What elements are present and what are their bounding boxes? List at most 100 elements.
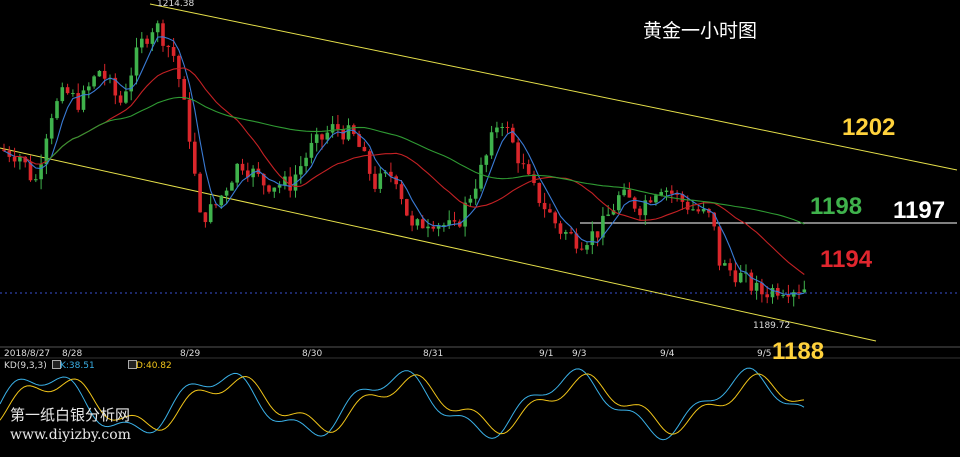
candle-body — [320, 134, 324, 140]
candle-body — [150, 32, 155, 44]
candle-body — [208, 204, 213, 223]
candle-body — [537, 182, 542, 203]
candle-body — [314, 134, 319, 143]
candle-body — [532, 174, 536, 183]
kd-d-line — [0, 373, 805, 435]
candle-body — [564, 232, 568, 234]
candle-body — [171, 47, 176, 56]
candle-body — [277, 185, 282, 188]
candle-body — [18, 156, 22, 162]
candle-body — [521, 163, 526, 165]
candle-body — [304, 157, 308, 167]
candle-body — [224, 190, 229, 196]
candle-body — [60, 87, 65, 102]
candle-body — [34, 179, 38, 181]
candle-body — [696, 209, 701, 212]
chart-title: 黄金一小时图 — [643, 20, 758, 42]
candle-body — [97, 70, 102, 77]
candle-body — [463, 202, 467, 227]
candle-body — [87, 86, 91, 91]
candle-body — [712, 212, 716, 227]
candle-body — [717, 226, 722, 266]
candle-body — [341, 129, 345, 140]
candle-body — [325, 132, 330, 140]
candle-body — [12, 156, 17, 162]
candle-body — [585, 245, 589, 250]
candle-body — [65, 87, 70, 94]
candle-body — [155, 23, 160, 33]
candle-body — [177, 55, 181, 79]
candle-body — [611, 210, 616, 215]
candle-body — [744, 272, 748, 274]
candle-body — [670, 190, 674, 194]
candle-body — [685, 201, 690, 210]
date-tick-6: 9/3 — [572, 349, 587, 359]
candle-body — [558, 223, 563, 234]
candle-body — [124, 91, 128, 103]
candle-body — [367, 151, 372, 174]
date-tick-7: 9/4 — [660, 349, 675, 359]
candle-body — [516, 142, 520, 164]
candle-body — [44, 138, 49, 165]
candle-body — [760, 282, 764, 295]
candle-body — [399, 184, 404, 200]
candle-body — [638, 208, 642, 216]
candle-body — [654, 195, 658, 203]
candle-body — [664, 190, 669, 193]
candle-body — [187, 99, 192, 142]
candle-body — [352, 125, 356, 135]
candle-body — [76, 93, 80, 110]
candle-body — [548, 209, 552, 213]
candle-body — [691, 209, 695, 211]
date-tick-4: 8/31 — [423, 349, 444, 359]
candle-body — [102, 70, 107, 79]
candle-body — [511, 127, 515, 143]
candle-body — [590, 231, 595, 246]
k-checkbox[interactable] — [52, 360, 61, 369]
candle-body — [505, 126, 510, 128]
candle-body — [261, 173, 266, 186]
level-label-1198: 1198 — [810, 193, 863, 220]
candle-body — [140, 38, 144, 48]
candle-body — [193, 141, 197, 174]
watermark-title: 第一纸白银分析网 — [10, 406, 131, 424]
candle-body — [675, 193, 679, 195]
candle-body — [738, 272, 743, 283]
candle-body — [579, 248, 584, 250]
candle-body — [299, 166, 303, 175]
candle-body — [595, 231, 600, 238]
kd-k-line — [0, 367, 805, 441]
candle-body — [166, 45, 171, 48]
level-label-1194: 1194 — [820, 246, 873, 273]
candle-body — [802, 289, 807, 293]
ma-short-line — [3, 36, 805, 296]
candle-body — [489, 132, 494, 156]
candle-body — [288, 176, 292, 191]
date-tick-5: 9/1 — [539, 349, 554, 359]
candle-body — [129, 75, 133, 92]
candle-body — [330, 124, 335, 133]
candle-body — [309, 142, 314, 158]
candle-body — [92, 76, 96, 87]
candle-body — [55, 101, 59, 119]
level-label-1202: 1202 — [842, 114, 896, 141]
candle-body — [606, 214, 610, 216]
d-value-label: D:40.82 — [136, 361, 172, 371]
channel-upper-line — [149, 3, 958, 171]
candle-body — [574, 233, 579, 249]
candle-body — [203, 212, 208, 223]
d-checkbox[interactable] — [128, 360, 137, 369]
candle-body — [426, 226, 430, 229]
candle-body — [336, 124, 340, 130]
candle-body — [680, 193, 685, 202]
date-tick-3: 8/30 — [302, 349, 323, 359]
candle-body — [145, 38, 149, 44]
candle-body — [219, 195, 224, 206]
candle-body — [198, 173, 202, 213]
candle-body — [134, 47, 139, 76]
date-tick-1: 8/28 — [62, 349, 83, 359]
candle-body — [781, 295, 785, 297]
candle-body — [182, 78, 186, 100]
candle-body — [49, 118, 54, 139]
